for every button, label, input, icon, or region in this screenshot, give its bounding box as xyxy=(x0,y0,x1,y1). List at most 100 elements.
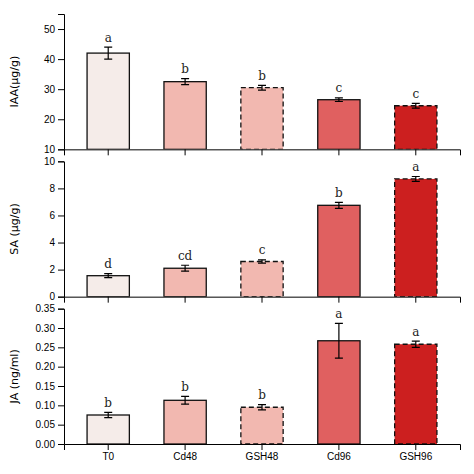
tick-mark xyxy=(58,188,64,189)
error-bar xyxy=(181,396,189,404)
annotation: a xyxy=(412,160,419,174)
y-axis-title: JA (ng/ml) xyxy=(8,349,21,404)
tick-label: 30 xyxy=(44,84,56,95)
axis-line xyxy=(65,445,461,451)
error-cap xyxy=(104,59,112,60)
error-cap xyxy=(412,347,420,348)
error-stem xyxy=(108,274,109,278)
annotation: b xyxy=(181,62,189,76)
error-bar xyxy=(258,85,266,90)
error-cap xyxy=(181,78,189,79)
panel: dcdcba0246810SA (μg/g) xyxy=(8,156,461,303)
error-cap xyxy=(181,396,189,397)
tick-mark xyxy=(58,270,64,271)
tick-label: T0 xyxy=(102,451,114,462)
tick-label: 0.25 xyxy=(36,342,56,353)
tick: 10 xyxy=(44,156,64,167)
annotations: dcdcba xyxy=(104,160,419,271)
tick: 0.15 xyxy=(36,381,64,392)
tick xyxy=(338,149,339,155)
tick: 0.25 xyxy=(36,342,64,353)
x-axis: T0 Cd48 GSH48 Cd96 GSH96 xyxy=(65,444,461,462)
tick: GSH96 xyxy=(399,444,432,462)
tick-label: 20 xyxy=(44,114,56,125)
tick-label: 0.15 xyxy=(36,381,56,392)
tick-label: 8 xyxy=(49,183,55,194)
tick: 20 xyxy=(44,114,64,125)
annotations: abbcc xyxy=(105,31,420,101)
tick-mark xyxy=(58,243,64,244)
tick-mark xyxy=(338,149,339,155)
error-bar xyxy=(104,274,112,278)
tick xyxy=(262,149,263,155)
error-bar xyxy=(181,79,189,85)
annotations: bbbaa xyxy=(104,307,419,410)
error-stem xyxy=(185,396,186,404)
error-bar xyxy=(335,202,343,208)
tick-label: Cd96 xyxy=(327,451,351,462)
error-cap xyxy=(412,176,420,177)
tick-mark xyxy=(58,309,64,310)
bar xyxy=(318,100,360,150)
error-cap xyxy=(104,273,112,274)
tick-mark xyxy=(58,386,64,387)
annotation: a xyxy=(412,325,419,339)
annotation: c xyxy=(259,243,266,257)
tick-label: 0.00 xyxy=(36,439,56,450)
tick-label: 40 xyxy=(44,54,56,65)
error-bar xyxy=(412,341,420,347)
annotation: b xyxy=(258,388,266,402)
tick xyxy=(108,149,109,155)
error-stem xyxy=(185,79,186,85)
tick-mark xyxy=(415,149,416,155)
x-axis xyxy=(65,149,461,155)
error-cap xyxy=(104,46,112,47)
annotation: c xyxy=(412,87,419,101)
error-bar xyxy=(335,323,343,358)
annotation: cd xyxy=(178,249,193,263)
tick: 30 xyxy=(44,84,64,95)
bar xyxy=(241,407,283,444)
y-axis: 0246810 xyxy=(44,156,65,302)
tick-label: 0.35 xyxy=(36,303,56,314)
error-cap xyxy=(258,409,266,410)
tick: 40 xyxy=(44,54,64,65)
bar xyxy=(87,415,129,444)
tick xyxy=(338,297,339,303)
axis-line xyxy=(65,297,461,303)
error-cap xyxy=(335,208,343,209)
bar xyxy=(241,261,283,296)
tick-mark xyxy=(58,405,64,406)
bars xyxy=(87,47,437,149)
tick-label: GSH48 xyxy=(246,451,279,462)
annotation: b xyxy=(181,380,189,394)
tick: 0.35 xyxy=(36,303,64,314)
tick: Cd48 xyxy=(173,444,197,462)
tick: 0.00 xyxy=(36,439,64,450)
tick-label: 10 xyxy=(44,144,56,155)
bar xyxy=(395,106,437,150)
axis-line xyxy=(58,309,65,444)
tick-label: 10 xyxy=(44,156,56,167)
error-stem xyxy=(108,47,109,59)
tick-label: 2 xyxy=(49,264,55,275)
tick: 6 xyxy=(49,210,64,221)
tick-mark xyxy=(58,367,64,368)
error-stem xyxy=(415,103,416,108)
error-cap xyxy=(335,358,343,359)
x-axis xyxy=(65,297,461,303)
tick-mark xyxy=(58,119,64,120)
panel: bbbaa0.000.050.100.150.200.250.300.35T0C… xyxy=(8,303,461,462)
bar xyxy=(87,276,129,297)
bars xyxy=(87,176,437,296)
tick-mark xyxy=(262,444,263,450)
error-stem xyxy=(338,323,339,358)
error-stem xyxy=(415,176,416,181)
tick-mark xyxy=(58,89,64,90)
chart: abbcc1020304050IAA(μg/g)dcdcba0246810SA … xyxy=(0,0,474,474)
error-bar xyxy=(104,47,112,59)
bar xyxy=(318,205,360,296)
annotation: b xyxy=(335,186,343,200)
tick-mark xyxy=(185,444,186,450)
tick-mark xyxy=(338,444,339,450)
